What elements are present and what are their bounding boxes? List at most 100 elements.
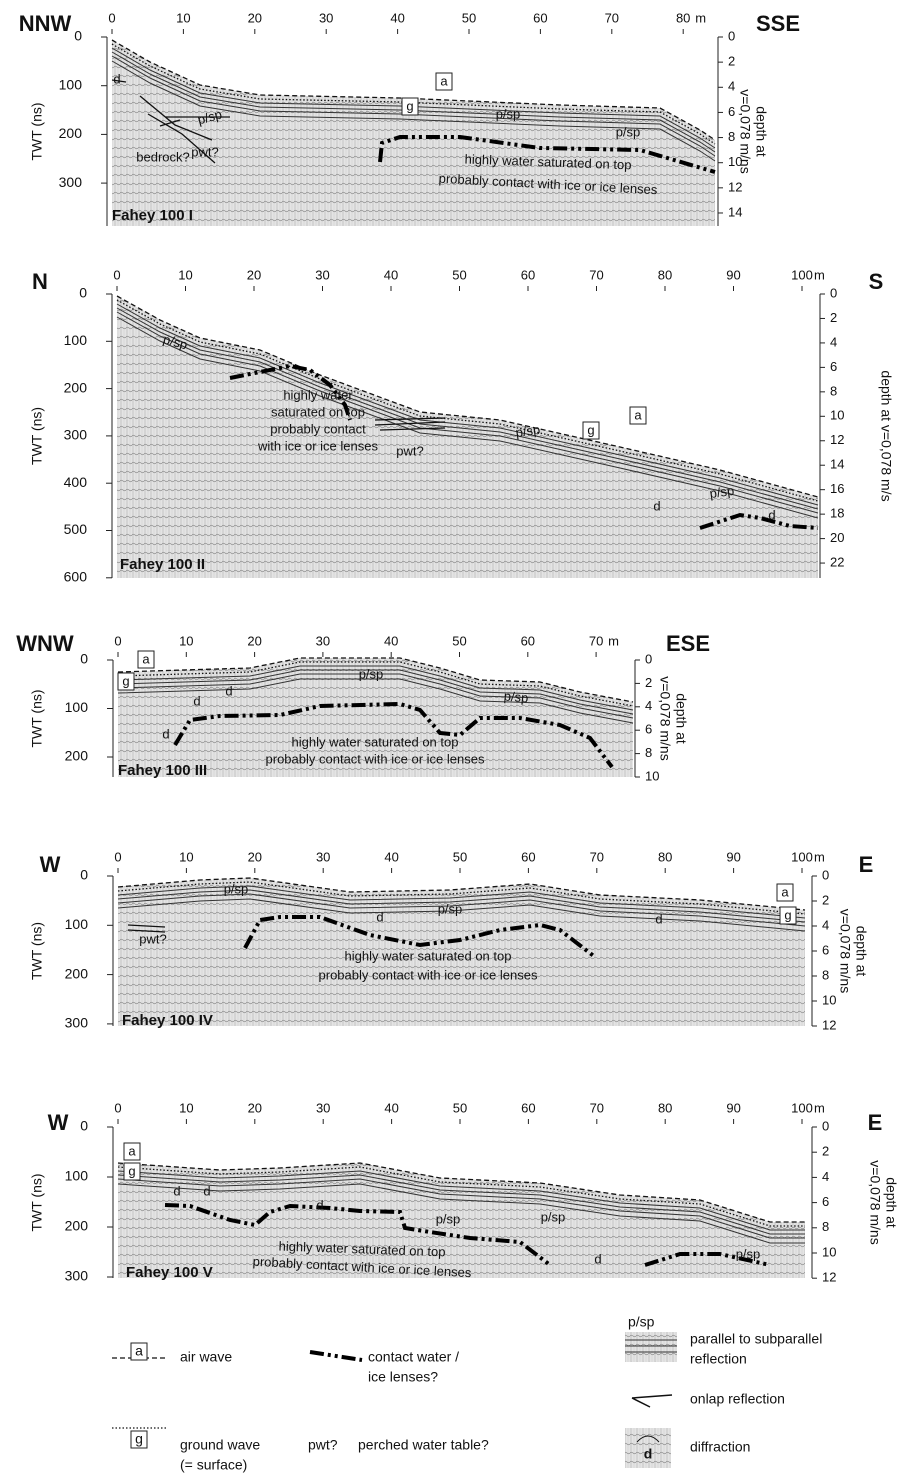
- annotation-box: [435, 72, 453, 91]
- legend-label: air wave: [180, 1349, 232, 1365]
- reflection: [117, 898, 806, 932]
- annotation: d: [594, 1251, 601, 1266]
- annotation-box: [117, 672, 135, 691]
- annotation: d: [768, 507, 775, 522]
- annotation: p/sp: [436, 1211, 461, 1226]
- annotation: with ice or ice lenses: [257, 438, 378, 453]
- x-tick-label: 90: [726, 1100, 740, 1115]
- y-tick-label: 100: [65, 699, 89, 715]
- direction: W: [40, 852, 61, 877]
- texture-symbol: [625, 1332, 677, 1362]
- depth-tick-label: 20: [830, 530, 844, 545]
- depth-axis-label: depth at: [853, 926, 869, 977]
- annotation: saturated on top: [271, 404, 365, 419]
- panels: 0 10 20 30 40 50 60 70 80 m010020030002468101214T…: [16, 10, 899, 1284]
- depth-tick-label: 0: [728, 28, 735, 43]
- annotation: p/sp: [438, 901, 463, 916]
- annotation: p/sp: [161, 332, 189, 353]
- x-tick-label: 20: [247, 633, 261, 648]
- x-tick-label: 40: [390, 10, 404, 25]
- y-tick-label: 100: [65, 1168, 89, 1184]
- direction: WNW: [16, 631, 74, 656]
- annotation-box: [779, 906, 797, 925]
- depth-tick-label: 14: [830, 457, 844, 472]
- reflection: [117, 1178, 805, 1239]
- depth-tick-label: 6: [728, 104, 735, 119]
- annotation: probably contact with ice or ice lenses: [266, 751, 485, 766]
- depth-tick-label: 4: [728, 79, 735, 94]
- depth-tick-label: 12: [822, 1270, 836, 1285]
- x-tick-label: 0: [114, 849, 121, 864]
- y-tick-label: 300: [65, 1268, 89, 1284]
- air-wave: [117, 657, 634, 703]
- x-tick-label: 10: [178, 267, 192, 282]
- depth-tick-label: 10: [728, 154, 742, 169]
- legend-symbol: d: [644, 1446, 653, 1462]
- annotation: d: [316, 1197, 323, 1212]
- y-tick-label: 100: [59, 76, 83, 92]
- reflection: [111, 47, 716, 149]
- direction: W: [48, 1110, 69, 1135]
- reflection: [117, 669, 634, 715]
- legend-label: parallel to subparallel: [690, 1331, 822, 1347]
- y-tick-label: 0: [80, 867, 88, 883]
- y-axis-label: TWT (ns): [29, 689, 45, 747]
- legend-label: onlap reflection: [690, 1391, 785, 1407]
- direction: N: [32, 269, 48, 294]
- symbol-box: [130, 1430, 148, 1449]
- profile-name: Fahey 100 IV: [122, 1012, 213, 1029]
- x-tick-label: 20: [248, 1100, 262, 1115]
- diffraction-symbol: [636, 1435, 660, 1443]
- x-tick-label: 0: [113, 267, 120, 282]
- annotation-box: [629, 406, 647, 425]
- reflection-mark: [111, 79, 230, 164]
- depth-axis-label: depth at: [883, 1177, 899, 1228]
- y-tick-label: 400: [64, 474, 88, 490]
- profile-name: Fahey 100 II: [120, 556, 205, 573]
- annotation-box: [582, 421, 600, 440]
- annotation: p/sp: [709, 483, 735, 501]
- x-tick-label: 40: [384, 633, 398, 648]
- x-tick-label: 70: [589, 267, 603, 282]
- depth-axis-label: v=0,078 m/ns: [837, 909, 853, 993]
- depth-tick-label: 12: [830, 432, 844, 447]
- x-tick-label: 0: [108, 10, 115, 25]
- radargram: [118, 878, 805, 1026]
- onlap-symbol: [631, 1394, 673, 1408]
- depth-tick-label: 0: [645, 651, 652, 666]
- ground-wave: [116, 299, 819, 502]
- x-tick-label: 50: [453, 1100, 467, 1115]
- legend-label: (= surface): [180, 1457, 247, 1473]
- direction: E: [859, 852, 874, 877]
- legend-symbol: pwt?: [308, 1437, 338, 1453]
- y-axis-label: TWT (ns): [29, 102, 45, 160]
- x-tick-label: 80: [676, 10, 690, 25]
- x-unit: m: [608, 633, 619, 648]
- depth-axis-label: v=0,078 m/ns: [867, 1160, 883, 1244]
- reflection: [117, 889, 806, 923]
- depth-tick-label: 4: [822, 1169, 829, 1184]
- depth-tick-label: 10: [830, 408, 844, 423]
- annotation: d: [653, 498, 660, 513]
- annotation: g: [406, 98, 413, 113]
- contact-line: [229, 363, 352, 421]
- annotation: d: [225, 683, 232, 698]
- y-tick-label: 0: [79, 285, 87, 301]
- depth-tick-label: 4: [645, 698, 652, 713]
- annotation: p/sp: [496, 106, 521, 121]
- y-tick-label: 300: [64, 427, 88, 443]
- legend-label: contact water /: [368, 1349, 459, 1365]
- x-tick-label: 70: [589, 633, 603, 648]
- annotation: highly water saturated on top: [345, 948, 512, 963]
- x-tick-label: 20: [248, 849, 262, 864]
- direction: NNW: [19, 11, 72, 36]
- contact-line: [699, 512, 819, 530]
- x-tick-label: 0: [114, 1100, 121, 1115]
- x-tick-label: 50: [462, 10, 476, 25]
- contact-line: [644, 1252, 771, 1267]
- annotation-box: [137, 650, 155, 669]
- reflection: [116, 311, 819, 514]
- annotation-box: [776, 883, 794, 902]
- annotation: d: [376, 909, 383, 924]
- depth-tick-label: 8: [822, 967, 829, 982]
